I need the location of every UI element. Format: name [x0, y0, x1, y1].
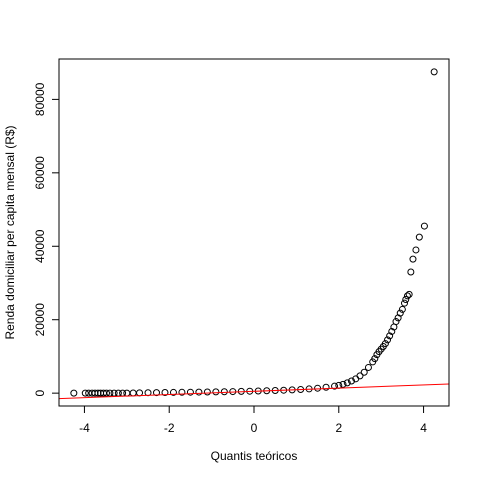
data-point	[81, 389, 89, 397]
data-point	[392, 318, 400, 326]
y-tick-label: 40000	[33, 229, 47, 263]
data-point	[178, 388, 186, 396]
data-point	[161, 388, 169, 396]
data-point	[106, 389, 114, 397]
data-point	[396, 309, 404, 317]
data-point	[169, 388, 177, 396]
data-point	[388, 327, 396, 335]
data-point	[384, 336, 392, 344]
data-point	[195, 388, 203, 396]
data-point	[371, 355, 379, 363]
x-tick-label: 4	[420, 421, 427, 435]
data-point	[186, 388, 194, 396]
data-point	[203, 388, 211, 396]
data-point	[381, 340, 389, 348]
y-axis: 0 20000 40000 60000 80000	[33, 82, 60, 396]
y-tick-label: 20000	[33, 303, 47, 337]
x-tick-label: 0	[251, 421, 258, 435]
y-tick-label: 60000	[33, 156, 47, 190]
data-point	[331, 382, 339, 390]
data-point	[398, 305, 406, 313]
reference-line	[58, 383, 450, 400]
data-point	[322, 383, 330, 391]
data-point	[407, 268, 415, 276]
data-point	[102, 389, 110, 397]
data-point	[420, 222, 428, 230]
data-point	[403, 292, 411, 300]
data-point	[70, 389, 78, 397]
x-tick-label: 2	[335, 421, 342, 435]
data-point	[400, 299, 408, 307]
y-axis-title: Renda domiciliar per capita mensal (R$)	[3, 125, 17, 339]
data-point	[412, 246, 420, 254]
data-point	[409, 255, 417, 263]
data-point	[386, 332, 394, 340]
data-point	[339, 380, 347, 388]
data-point	[415, 233, 423, 241]
y-tick-label: 80000	[33, 82, 47, 116]
data-point	[314, 384, 322, 392]
data-point	[402, 296, 410, 304]
x-tick-label: -4	[79, 421, 90, 435]
data-point	[153, 389, 160, 397]
data-point	[430, 68, 438, 76]
y-tick-label: 0	[33, 389, 47, 396]
data-point	[220, 388, 228, 396]
data-point	[405, 290, 413, 298]
data-point	[356, 372, 364, 380]
x-tick-label: -2	[164, 421, 175, 435]
data-point	[343, 379, 351, 387]
data-point	[360, 368, 368, 376]
x-axis: -4 -2 0 2 4	[79, 405, 427, 435]
x-axis-title: Quantis teóricos	[211, 449, 298, 463]
data-point	[364, 363, 372, 371]
data-point	[212, 388, 220, 396]
data-point	[348, 377, 355, 385]
